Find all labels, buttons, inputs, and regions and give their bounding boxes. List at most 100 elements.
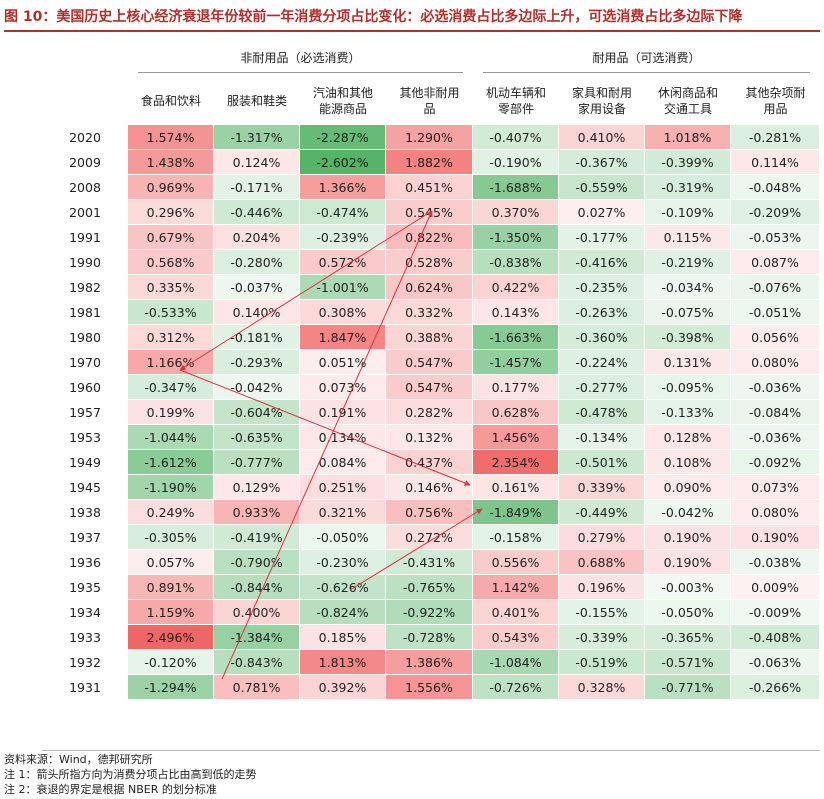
column-header-line1: 服装和鞋类 <box>226 93 287 108</box>
value-cell: -0.181% <box>214 325 300 350</box>
table-row: 1932 -0.120% -0.843% 1.813% 1.386% -1.084% -0.… <box>42 650 820 675</box>
value-cell: 0.196% <box>559 575 645 600</box>
value-cell: 0.080% <box>731 350 820 375</box>
value-cell: -0.171% <box>214 175 300 200</box>
value-cell: -0.009% <box>731 600 820 625</box>
value-cell: 0.128% <box>645 425 731 450</box>
value-cell: 0.296% <box>128 200 214 225</box>
value-cell: 0.891% <box>128 575 214 600</box>
value-cell: 0.132% <box>386 425 473 450</box>
value-cell: 0.140% <box>214 300 300 325</box>
value-cell: -0.843% <box>214 650 300 675</box>
notes-block: 资料来源：Wind，德邦研究所 注 1：箭头所指方向为消费分项占比由高到低的走势… <box>4 752 257 797</box>
column-header-5: 机动车辆和 零部件 <box>473 76 559 125</box>
value-cell: -0.042% <box>645 500 731 525</box>
value-cell: -0.360% <box>559 325 645 350</box>
value-cell: 1.166% <box>128 350 214 375</box>
table-row: 1970 1.166% -0.293% 0.051% 0.547% -1.457% -0.2… <box>42 350 820 375</box>
year-cell: 2009 <box>69 155 101 170</box>
column-header-line1: 汽油和其他 <box>312 85 373 100</box>
column-header-7: 休闲商品和 交通工具 <box>645 76 731 125</box>
column-header-8: 其他杂项耐 用品 <box>731 76 820 125</box>
value-cell: 0.410% <box>559 125 645 150</box>
value-cell: -0.003% <box>645 575 731 600</box>
year-cell: 1960 <box>69 380 101 395</box>
table-row: 1938 0.249% 0.933% 0.321% 0.756% -1.849% -0.44… <box>42 500 820 525</box>
value-cell: -0.305% <box>128 525 214 550</box>
value-cell: 0.781% <box>214 675 300 700</box>
value-cell: -0.408% <box>731 625 820 650</box>
column-header-line2: 能源商品 <box>318 101 367 116</box>
year-cell: 1933 <box>69 630 101 645</box>
table-row: 1934 1.159% 0.400% -0.824% -0.922% 0.401% -0.1… <box>42 600 820 625</box>
year-cell: 1937 <box>69 530 101 545</box>
year-cell: 1990 <box>69 255 101 270</box>
value-cell: -0.263% <box>559 300 645 325</box>
value-cell: 0.451% <box>386 175 473 200</box>
year-cell: 2020 <box>69 130 101 145</box>
value-cell: -0.824% <box>300 600 386 625</box>
value-cell: 0.556% <box>473 550 559 575</box>
value-cell: -0.726% <box>473 675 559 700</box>
value-cell: 1.456% <box>473 425 559 450</box>
value-cell: 0.115% <box>645 225 731 250</box>
value-cell: -0.050% <box>300 525 386 550</box>
year-cell: 1953 <box>69 430 101 445</box>
value-cell: -0.626% <box>300 575 386 600</box>
value-cell: -1.294% <box>128 675 214 700</box>
value-cell: 0.437% <box>386 450 473 475</box>
value-cell: -0.431% <box>386 550 473 575</box>
value-cell: 0.547% <box>386 350 473 375</box>
value-cell: 1.159% <box>128 600 214 625</box>
value-cell: 0.272% <box>386 525 473 550</box>
value-cell: 0.177% <box>473 375 559 400</box>
value-cell: 1.290% <box>386 125 473 150</box>
value-cell: -0.158% <box>473 525 559 550</box>
value-cell: 0.057% <box>128 550 214 575</box>
value-cell: -0.446% <box>214 200 300 225</box>
value-cell: 0.131% <box>645 350 731 375</box>
value-cell: -0.239% <box>300 225 386 250</box>
value-cell: -0.416% <box>559 250 645 275</box>
value-cell: -0.037% <box>214 275 300 300</box>
value-cell: -0.038% <box>731 550 820 575</box>
table-row: 2009 1.438% 0.124% -2.602% 1.882% -0.190% -0.3… <box>42 150 820 175</box>
value-cell: -0.478% <box>559 400 645 425</box>
value-cell: 0.056% <box>731 325 820 350</box>
value-cell: 1.386% <box>386 650 473 675</box>
value-cell: 0.124% <box>214 150 300 175</box>
value-cell: -0.051% <box>731 300 820 325</box>
table-bottom-rule <box>42 750 820 751</box>
year-cell: 2001 <box>69 205 101 220</box>
value-cell: -0.095% <box>645 375 731 400</box>
value-cell: -0.036% <box>731 375 820 400</box>
value-cell: 0.204% <box>214 225 300 250</box>
value-cell: -0.177% <box>559 225 645 250</box>
value-cell: -0.076% <box>731 275 820 300</box>
value-cell: -0.319% <box>645 175 731 200</box>
year-group-header <box>42 46 128 76</box>
value-cell: -0.036% <box>731 425 820 450</box>
table-body: 2020 1.574% -1.317% -2.287% 1.290% -0.407% 0.4… <box>42 125 820 700</box>
value-cell: -2.287% <box>300 125 386 150</box>
column-header-2: 服装和鞋类 <box>214 76 300 125</box>
year-cell: 1931 <box>69 680 101 695</box>
table-row: 1931 -1.294% 0.781% 0.392% 1.556% -0.726% 0.32… <box>42 675 820 700</box>
value-cell: 0.335% <box>128 275 214 300</box>
value-cell: -0.407% <box>473 125 559 150</box>
value-cell: 0.388% <box>386 325 473 350</box>
value-cell: 0.392% <box>300 675 386 700</box>
value-cell: -0.190% <box>473 150 559 175</box>
value-cell: 0.933% <box>214 500 300 525</box>
value-cell: 0.545% <box>386 200 473 225</box>
value-cell: -0.092% <box>731 450 820 475</box>
value-cell: 0.312% <box>128 325 214 350</box>
year-cell: 1935 <box>69 580 101 595</box>
column-header-3: 汽油和其他 能源商品 <box>300 76 386 125</box>
value-cell: 0.073% <box>731 475 820 500</box>
value-cell: 0.108% <box>645 450 731 475</box>
value-cell: 0.190% <box>645 550 731 575</box>
value-cell: 0.190% <box>731 525 820 550</box>
year-cell: 1945 <box>69 480 101 495</box>
value-cell: 0.249% <box>128 500 214 525</box>
